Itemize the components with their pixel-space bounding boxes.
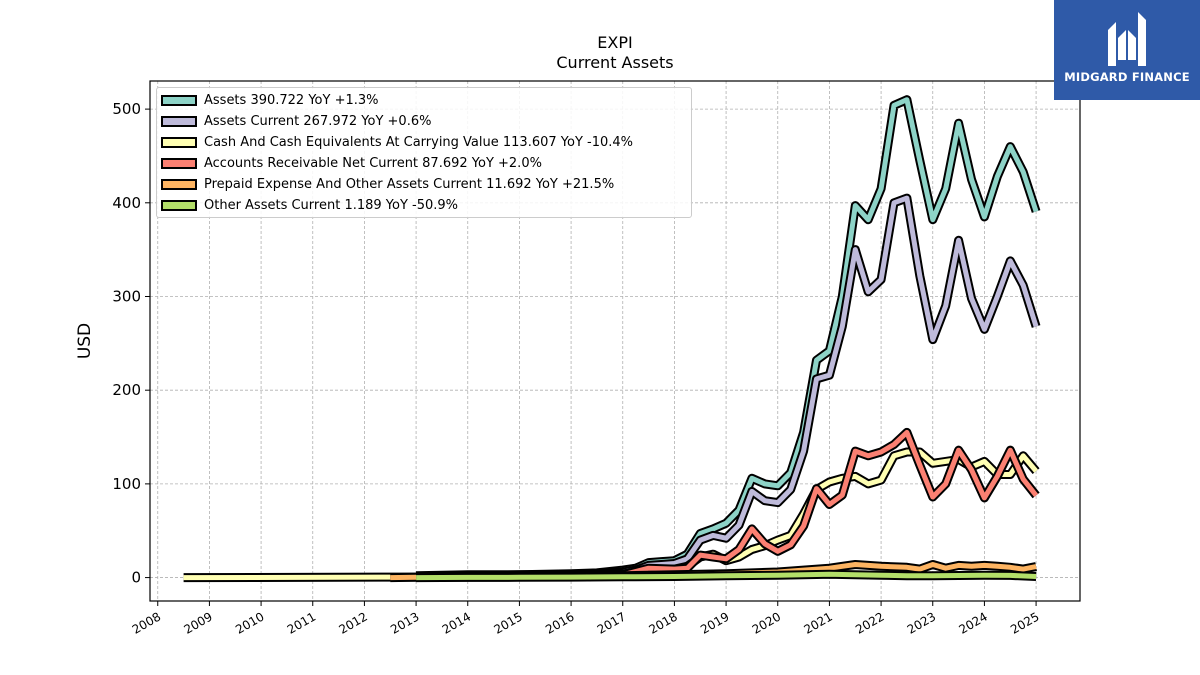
legend-swatch-cash — [161, 136, 197, 148]
series-outline-3 — [416, 427, 1040, 582]
chart-title: EXPI — [597, 33, 632, 52]
series-line-3 — [416, 429, 1039, 580]
series-outline-2 — [183, 447, 1040, 583]
x-tick-label: 2016 — [543, 609, 576, 636]
x-tick-label: 2015 — [491, 609, 524, 636]
legend-item-prepaid: Prepaid Expense And Other Assets Current… — [161, 175, 614, 193]
legend-label-assets: Assets 390.722 YoY +1.3% — [204, 92, 379, 108]
legend-item-assets: Assets 390.722 YoY +1.3% — [161, 91, 379, 109]
y-axis-label: USD — [75, 323, 95, 359]
chart-subtitle: Current Assets — [556, 53, 673, 72]
legend-label-cash: Cash And Cash Equivalents At Carrying Va… — [204, 134, 633, 150]
y-tick-label: 100 — [112, 475, 141, 493]
plot-frame — [149, 80, 1081, 602]
brand-logo: MIDGARD FINANCE — [1054, 0, 1200, 100]
x-tick-label: 2008 — [130, 609, 163, 636]
x-tick-label: 2014 — [440, 609, 473, 636]
legend-label-prepaid: Prepaid Expense And Other Assets Current… — [204, 176, 615, 192]
brand-mark-icon — [1108, 12, 1146, 66]
legend-swatch-other — [161, 199, 197, 211]
y-tick-label: 500 — [112, 100, 141, 118]
legend-item-receivable: Accounts Receivable Net Current 87.692 Y… — [161, 154, 542, 172]
x-tick-label: 2017 — [595, 609, 628, 636]
x-tick-label: 2012 — [336, 609, 369, 636]
x-tick-label: 2018 — [646, 609, 679, 636]
x-tick-label: 2023 — [905, 609, 938, 636]
legend-swatch-assets-current — [161, 115, 197, 127]
x-tick-label: 2022 — [853, 609, 886, 636]
legend-item-other: Other Assets Current 1.189 YoY -50.9% — [161, 196, 458, 214]
brand-name: MIDGARD FINANCE — [1064, 70, 1190, 84]
legend-item-cash: Cash And Cash Equivalents At Carrying Va… — [161, 133, 633, 151]
x-tick-label: 2013 — [388, 609, 421, 636]
legend-swatch-assets — [161, 94, 197, 106]
chart-legend: Assets 390.722 YoY +1.3% Assets Current … — [156, 87, 692, 218]
legend-label-other: Other Assets Current 1.189 YoY -50.9% — [204, 197, 459, 213]
x-tick-label: 2019 — [698, 609, 731, 636]
series-line-2 — [183, 449, 1039, 581]
y-tick-label: 200 — [112, 381, 141, 399]
y-tick-label: 300 — [112, 287, 141, 305]
y-tick-label: 400 — [112, 194, 141, 212]
x-tick-label: 2009 — [181, 609, 214, 636]
y-tick-label: 0 — [131, 569, 141, 587]
legend-label-receivable: Accounts Receivable Net Current 87.692 Y… — [204, 155, 542, 171]
legend-item-assets-current: Assets Current 267.972 YoY +0.6% — [161, 112, 431, 130]
x-tick-label: 2025 — [1008, 609, 1041, 636]
x-tick-label: 2021 — [801, 609, 834, 636]
legend-swatch-receivable — [161, 157, 197, 169]
x-tick-label: 2011 — [285, 609, 318, 636]
x-tick-label: 2024 — [956, 609, 989, 636]
legend-label-assets-current: Assets Current 267.972 YoY +0.6% — [204, 113, 432, 129]
x-tick-label: 2020 — [750, 609, 783, 636]
x-tick-label: 2010 — [233, 609, 266, 636]
series-layer — [183, 95, 1041, 583]
legend-swatch-prepaid — [161, 178, 197, 190]
series-line-5 — [416, 571, 1037, 581]
